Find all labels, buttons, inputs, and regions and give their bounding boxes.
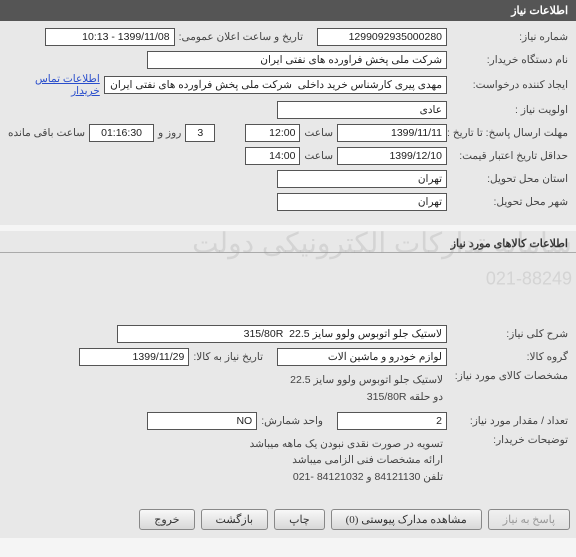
label-time-1: ساعت: [300, 127, 337, 139]
text-reply-deadline: مهلت ارسال پاسخ:: [486, 127, 568, 139]
label-announce-datetime: تاریخ و ساعت اعلان عمومی:: [175, 31, 307, 43]
attachments-button[interactable]: مشاهده مدارک پیوستی (0): [331, 509, 482, 530]
field-remaining-time: [89, 124, 154, 142]
label-priority: اولویت نیاز :: [447, 104, 572, 116]
field-general-desc: [117, 325, 447, 343]
field-unit: [147, 412, 257, 430]
field-delivery-province: [277, 170, 447, 188]
field-buyer-org: [147, 51, 447, 69]
print-button[interactable]: چاپ: [274, 509, 325, 530]
field-need-number: [317, 28, 447, 46]
text-to-date: تا تاریخ :: [447, 127, 483, 139]
label-delivery-province: استان محل تحویل:: [447, 173, 572, 185]
label-need-date: تاریخ نیاز به کالا:: [189, 351, 267, 363]
field-need-date: [79, 348, 189, 366]
label-min-validity: حداقل تاریخ اعتبار قیمت:: [447, 150, 572, 162]
label-buyer-org: نام دستگاه خریدار:: [447, 54, 572, 66]
label-goods-group: گروه کالا:: [447, 351, 572, 363]
need-info-body: شماره نیاز: تاریخ و ساعت اعلان عمومی: نا…: [0, 21, 576, 225]
label-time-2: ساعت: [300, 150, 337, 162]
field-delivery-city: [277, 193, 447, 211]
respond-button[interactable]: پاسخ به نیاز: [488, 509, 570, 530]
field-min-validity-date: [337, 147, 447, 165]
field-reply-time: [245, 124, 300, 142]
label-need-number: شماره نیاز:: [447, 31, 572, 43]
label-delivery-city: شهر محل تحویل:: [447, 196, 572, 208]
label-unit: واحد شمارش:: [257, 415, 327, 427]
back-button[interactable]: بازگشت: [201, 509, 269, 530]
label-reply-deadline: مهلت ارسال پاسخ: تا تاریخ :: [447, 127, 572, 139]
label-requester: ایجاد کننده درخواست:: [447, 79, 572, 91]
goods-info-body: سامانه تدارکات الکترونیکی دولت 021-88249…: [0, 253, 576, 501]
field-reply-date: [337, 124, 447, 142]
text-buyer-notes: تسویه در صورت نقدی نبودن یک ماهه میباشد …: [246, 434, 447, 488]
label-remaining: ساعت باقی مانده: [4, 127, 89, 139]
label-qty: تعداد / مقدار مورد نیاز:: [447, 415, 572, 427]
label-goods-spec: مشخصات کالای مورد نیاز:: [447, 370, 572, 382]
field-announce-datetime: [45, 28, 175, 46]
field-min-validity-time: [245, 147, 300, 165]
label-days-and: روز و: [154, 127, 185, 139]
field-priority: [277, 101, 447, 119]
label-general-desc: شرح کلی نیاز:: [447, 328, 572, 340]
button-bar: پاسخ به نیاز مشاهده مدارک پیوستی (0) چاپ…: [0, 501, 576, 538]
field-remaining-days: [185, 124, 215, 142]
field-qty: [337, 412, 447, 430]
field-requester: [104, 76, 447, 94]
label-buyer-notes: توضیحات خریدار:: [447, 434, 572, 446]
exit-button[interactable]: خروج: [139, 509, 194, 530]
goods-info-header: اطلاعات کالاهای مورد نیاز: [0, 231, 576, 253]
text-goods-spec: لاستیک جلو اتوبوس ولوو سایز 22.5 دو حلقه…: [286, 370, 447, 408]
link-buyer-contact[interactable]: اطلاعات تماس خریدار: [4, 73, 104, 97]
need-info-header: اطلاعات نیاز: [0, 0, 576, 21]
field-goods-group: [277, 348, 447, 366]
